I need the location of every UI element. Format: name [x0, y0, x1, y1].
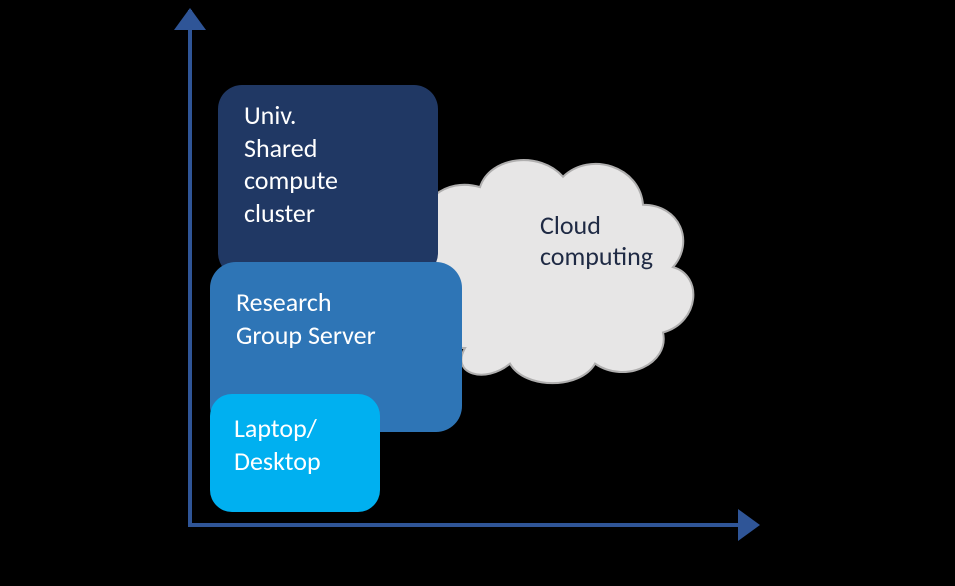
cloud-label: Cloud computing: [540, 210, 653, 272]
research-server-label: Research Group Server: [236, 286, 376, 351]
laptop-desktop-node: Laptop/ Desktop: [210, 394, 380, 512]
x-axis-arrow: [738, 509, 760, 541]
x-axis: [188, 523, 740, 527]
y-axis: [188, 10, 192, 527]
univ-cluster-node: Univ. Shared compute cluster: [218, 85, 438, 277]
univ-cluster-label: Univ. Shared compute cluster: [244, 99, 338, 229]
laptop-desktop-label: Laptop/ Desktop: [234, 412, 321, 477]
diagram-stage: Cloud computing Univ. Shared compute clu…: [0, 0, 955, 586]
y-axis-arrow: [174, 8, 206, 30]
